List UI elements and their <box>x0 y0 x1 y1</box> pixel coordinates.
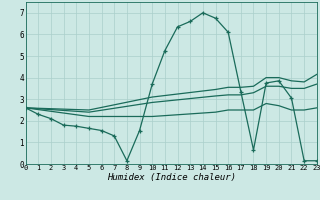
X-axis label: Humidex (Indice chaleur): Humidex (Indice chaleur) <box>107 173 236 182</box>
